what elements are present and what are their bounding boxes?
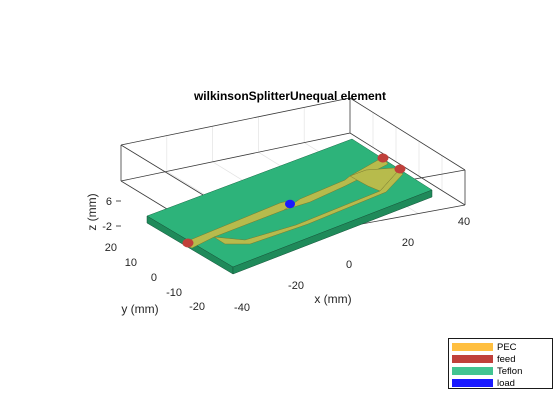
legend-swatch-teflon	[452, 367, 493, 375]
x-tick-label: 0	[346, 259, 352, 271]
x-tick-label: -40	[234, 302, 250, 314]
x-tick-label: 40	[458, 216, 470, 228]
legend-item-teflon: Teflon	[452, 365, 522, 377]
pec-conductor-trace	[182, 159, 404, 249]
substrate-right-face	[232, 189, 433, 275]
legend-label-load: load	[497, 377, 515, 389]
y-tick-label: 0	[151, 272, 157, 284]
box-back-frame	[120, 97, 351, 182]
z-axis: 6 -2 z (mm)	[85, 193, 121, 233]
legend-swatch-pec	[452, 343, 493, 351]
legend-item-feed: feed	[452, 353, 516, 365]
y-tick-label: -10	[166, 287, 182, 299]
box-edge	[349, 132, 466, 206]
legend-label-pec: PEC	[497, 341, 517, 353]
legend-label-teflon: Teflon	[497, 365, 523, 377]
feed-port-input	[182, 238, 194, 248]
z-tick-label: 6	[106, 196, 112, 208]
feed-port-output-1	[377, 153, 389, 163]
y-tick-label: -20	[189, 301, 205, 313]
y-tick-label: 10	[125, 257, 137, 269]
x-tick-label: -20	[288, 280, 304, 292]
lower-branch	[213, 170, 404, 245]
legend-swatch-feed	[452, 355, 493, 363]
z-axis-label: z (mm)	[85, 193, 99, 230]
legend-item-pec: PEC	[452, 341, 517, 353]
feed-port-output-2	[394, 164, 406, 174]
y-tick-label: 20	[105, 242, 117, 254]
plot-title: wilkinsonSplitterUnequal element	[193, 89, 386, 103]
box-edge	[349, 97, 466, 171]
legend: PEC feed Teflon load	[448, 338, 553, 389]
load-resistor	[285, 199, 295, 209]
y-axis-label: y (mm)	[121, 302, 158, 316]
y-axis: 20 10 0 -10 -20 y (mm)	[105, 242, 205, 316]
x-tick-label: 20	[402, 237, 414, 249]
x-axis: -40 -20 0 20 40 x (mm)	[234, 216, 470, 314]
legend-swatch-load	[452, 379, 493, 387]
z-tick-label: -2	[102, 221, 112, 233]
ports	[182, 153, 406, 248]
legend-label-feed: feed	[497, 353, 516, 365]
isolation-resistor	[349, 167, 399, 192]
legend-item-load: load	[452, 377, 515, 389]
x-axis-label: x (mm)	[314, 292, 351, 306]
